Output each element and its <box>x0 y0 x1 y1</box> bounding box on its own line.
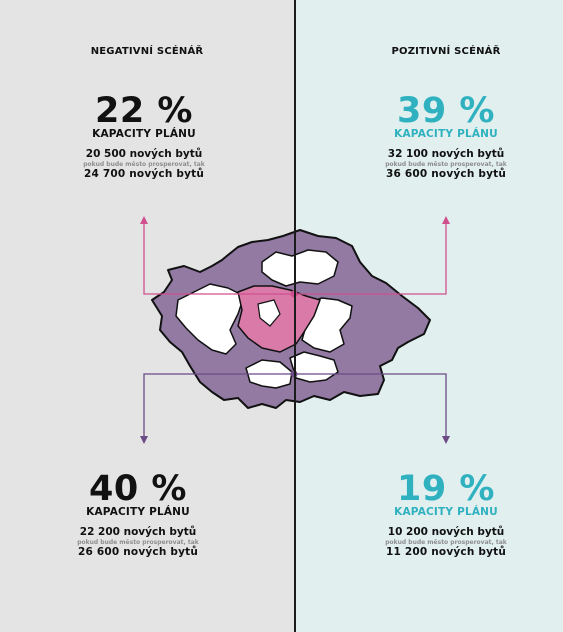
positive-top-block: 39 % KAPACITY PLÁNU 32 100 nových bytů p… <box>336 94 556 181</box>
units-value: 20 500 nových bytů <box>85 148 203 160</box>
city-center <box>237 285 321 353</box>
percent-value: 22 % <box>95 91 193 131</box>
negative-top-block: 22 % KAPACITY PLÁNU 20 500 nových bytů p… <box>34 94 254 181</box>
units-alt-value: 26 600 nových bytů <box>77 546 199 558</box>
capacity-label: KAPACITY PLÁNU <box>394 128 498 140</box>
positive-bottom-block: 19 % KAPACITY PLÁNU 10 200 nových bytů p… <box>336 472 556 559</box>
scenario-divider <box>294 0 296 632</box>
prosperity-note: pokud bude město prosperovat, tak <box>385 161 507 168</box>
arrow-negative-bottom <box>140 436 148 444</box>
capacity-label: KAPACITY PLÁNU <box>86 506 190 518</box>
prosperity-note: pokud bude město prosperovat, tak <box>77 539 199 546</box>
connector-negative-bottom <box>143 373 294 438</box>
capacity-label: KAPACITY PLÁNU <box>394 506 498 518</box>
units-value: 32 100 nových bytů <box>387 148 505 160</box>
units-alt-value: 24 700 nových bytů <box>83 168 205 180</box>
negative-heading: NEGATIVNÍ SCÉNÁŘ <box>90 46 204 57</box>
arrow-positive-top <box>442 216 450 224</box>
connector-negative-top <box>143 222 294 295</box>
units-alt-value: 36 600 nových bytů <box>385 168 507 180</box>
units-alt-value: 11 200 nových bytů <box>385 546 507 558</box>
capacity-label: KAPACITY PLÁNU <box>92 128 196 140</box>
negative-bottom-block: 40 % KAPACITY PLÁNU 22 200 nových bytů p… <box>28 472 248 559</box>
prosperity-note: pokud bude město prosperovat, tak <box>385 539 507 546</box>
arrow-negative-top <box>140 216 148 224</box>
connector-positive-top <box>294 222 447 295</box>
district-north <box>261 249 339 287</box>
units-value: 22 200 nových bytů <box>79 526 197 538</box>
percent-value: 40 % <box>89 469 187 509</box>
percent-value: 19 % <box>397 469 495 509</box>
center-island <box>257 299 281 327</box>
units-value: 10 200 nových bytů <box>387 526 505 538</box>
arrow-positive-bottom <box>442 436 450 444</box>
percent-value: 39 % <box>397 91 495 131</box>
district-west <box>175 283 245 355</box>
positive-heading: POZITIVNÍ SCÉNÁŘ <box>391 46 501 57</box>
prosperity-note: pokud bude město prosperovat, tak <box>83 161 205 168</box>
connector-positive-bottom <box>294 373 447 438</box>
